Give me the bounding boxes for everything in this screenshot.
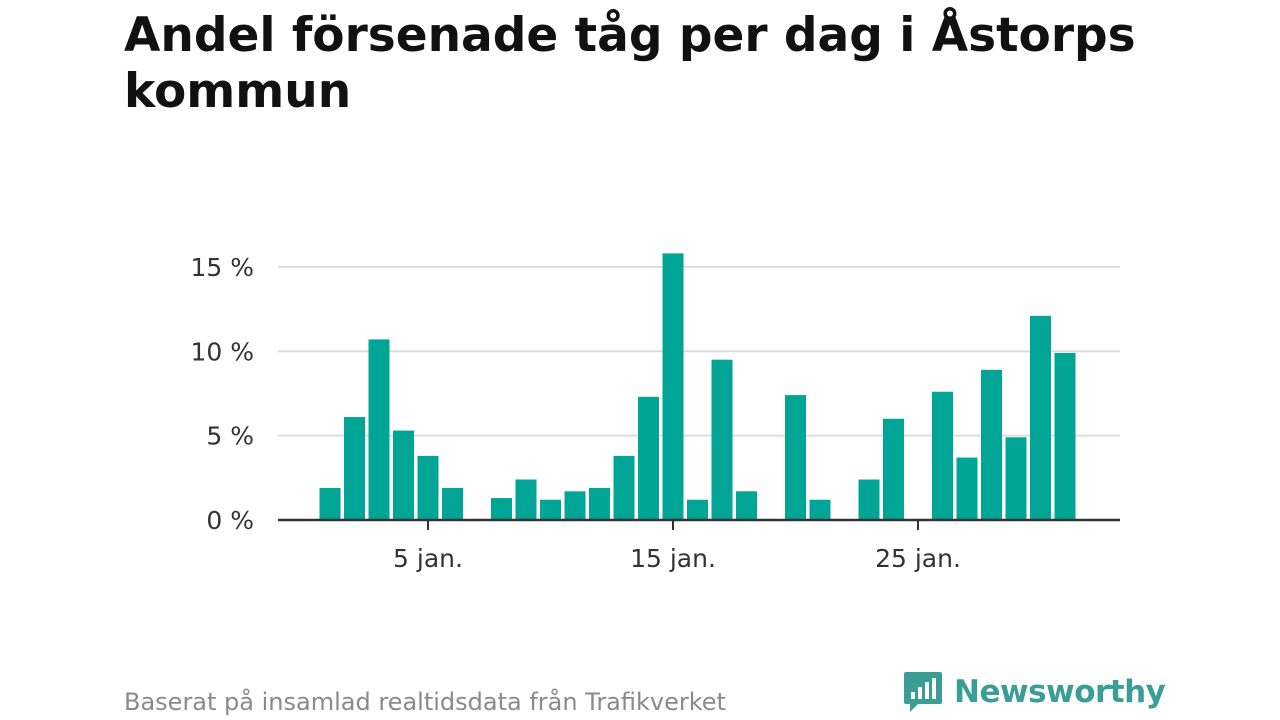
bar (589, 487, 610, 520)
bar (956, 457, 978, 520)
bar (491, 498, 512, 520)
source-note: Baserat på insamlad realtidsdata från Tr… (124, 688, 726, 716)
y-axis-ticks: 0 % 5 % 10 % 15 % (190, 253, 254, 535)
gridlines (278, 265, 1120, 437)
bar (1005, 437, 1027, 520)
bar (809, 499, 831, 520)
x-tick-label: 25 jan. (875, 544, 961, 573)
bar (515, 479, 537, 520)
x-tick-label: 5 jan. (393, 544, 463, 573)
bar-chart: 0 % 5 % 10 % 15 % 5 jan. 15 jan. 25 jan. (190, 253, 1120, 573)
bar (687, 499, 708, 520)
bar (344, 417, 365, 520)
bar (883, 418, 904, 520)
bar (858, 479, 880, 520)
bar (785, 395, 806, 520)
newsworthy-logo-icon (904, 672, 942, 712)
bar (393, 430, 414, 520)
bar (662, 253, 684, 520)
bar (932, 391, 953, 520)
bar (1030, 315, 1051, 520)
bar (736, 491, 757, 520)
bar (417, 455, 439, 520)
bar (981, 369, 1002, 520)
x-axis-ticks: 5 jan. 15 jan. 25 jan. (393, 520, 961, 573)
brand-logo: Newsworthy (902, 670, 1166, 714)
brand-name: Newsworthy (954, 674, 1166, 710)
bar (564, 491, 586, 520)
y-tick-label: 5 % (206, 422, 254, 451)
y-tick-label: 15 % (190, 253, 254, 282)
x-tick-label: 15 jan. (630, 544, 716, 573)
bar (319, 487, 341, 520)
bar (540, 499, 561, 520)
bar (638, 396, 659, 520)
bar (613, 455, 635, 520)
bar (368, 339, 390, 520)
bar (1054, 352, 1076, 520)
bars (319, 253, 1076, 520)
y-tick-label: 10 % (190, 337, 254, 366)
chart-title: Andel försenade tåg per dag i Åstorps ko… (124, 8, 1136, 119)
y-tick-label: 0 % (206, 506, 254, 535)
bar (442, 487, 463, 520)
bar (711, 359, 733, 520)
